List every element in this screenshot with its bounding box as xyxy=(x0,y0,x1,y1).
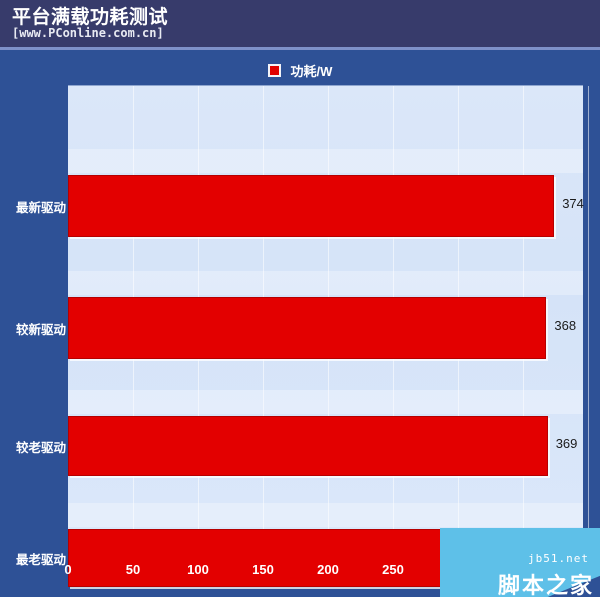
category-label-最老驱动: 最老驱动 xyxy=(15,553,66,567)
x-axis-tick-0: 0 xyxy=(64,562,72,577)
legend-item-power[interactable]: 功耗/W xyxy=(267,61,333,80)
x-axis-tick-350: 350 xyxy=(512,562,534,577)
legend-swatch-icon xyxy=(267,63,281,77)
page-title: 平台满载功耗测试 xyxy=(12,7,169,28)
bar-较新驱动[interactable] xyxy=(68,297,547,359)
header-divider xyxy=(0,47,600,50)
x-axis-tick-150: 150 xyxy=(252,562,274,577)
chart-header: 平台满载功耗测试 [www.PConline.com.cn] xyxy=(0,0,600,47)
bar-value-label: 368 xyxy=(554,318,577,333)
category-label-最新驱动: 最新驱动 xyxy=(15,201,66,215)
gridline-vertical xyxy=(588,86,589,555)
source-subtitle: [www.PConline.com.cn] xyxy=(12,26,164,40)
bar-较老驱动[interactable] xyxy=(68,416,548,476)
bar-value-label: 374 xyxy=(562,196,584,211)
plot-band xyxy=(68,390,583,414)
chart-legend: 功耗/W xyxy=(0,58,600,82)
x-axis-tick-200: 200 xyxy=(317,562,339,577)
bar-最老驱动[interactable] xyxy=(68,529,551,587)
plot-band xyxy=(68,149,583,173)
category-label-较新驱动: 较新驱动 xyxy=(15,323,66,337)
bar-value-label: 369 xyxy=(555,436,578,451)
plot-area xyxy=(68,85,589,587)
x-axis-tick-400: 400 xyxy=(577,562,599,577)
chart-body: 功耗/W 374 最新驱动 368 较新驱动 369 较老驱动 371 最老驱动 0 50 100 1… xyxy=(0,50,600,597)
bar-最新驱动[interactable] xyxy=(68,175,555,237)
x-axis-tick-250: 250 xyxy=(382,562,404,577)
category-label-较老驱动: 较老驱动 xyxy=(15,441,66,455)
x-axis-tick-300: 300 xyxy=(447,562,469,577)
legend-item-label: 功耗/W xyxy=(290,63,333,79)
x-axis-tick-100: 100 xyxy=(187,562,209,577)
x-axis-tick-50: 50 xyxy=(125,562,141,577)
plot-band xyxy=(68,271,583,295)
plot-band xyxy=(68,503,583,527)
bar-value-label: 371 xyxy=(558,548,580,563)
